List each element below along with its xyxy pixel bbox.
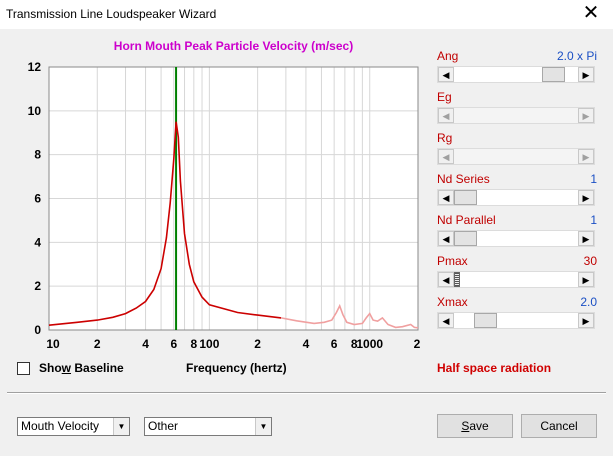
slider-thumb[interactable] <box>474 313 497 328</box>
x-tick-label: 10 <box>46 337 60 351</box>
scroll-left-icon[interactable]: ◀ <box>438 231 454 246</box>
slider-thumb[interactable] <box>454 190 477 205</box>
y-tick-label: 8 <box>34 148 41 162</box>
scroll-right-icon[interactable]: ▶ <box>578 190 594 205</box>
xmax-label: Xmax <box>437 295 468 309</box>
x-tick-label: 8 <box>190 337 197 351</box>
slider-thumb[interactable] <box>454 231 477 246</box>
scroll-left-icon[interactable]: ◀ <box>438 313 454 328</box>
y-tick-label: 4 <box>34 235 41 249</box>
series-line-2 <box>280 303 419 329</box>
nd-parallel-value: 1 <box>590 213 597 227</box>
x-tick-label: 100 <box>199 337 219 351</box>
nd-series-scrollbar[interactable]: ◀ ▶ <box>437 189 595 206</box>
chevron-down-icon[interactable]: ▼ <box>255 418 271 435</box>
separator <box>7 392 606 394</box>
show-baseline-checkbox[interactable] <box>17 362 30 375</box>
scroll-left-icon[interactable]: ◀ <box>438 67 454 82</box>
plot-type-dropdown[interactable]: Mouth Velocity ▼ <box>17 417 130 436</box>
other-dropdown[interactable]: Other ▼ <box>144 417 272 436</box>
nd-parallel-label: Nd Parallel <box>437 213 496 227</box>
scroll-right-icon[interactable]: ▶ <box>578 108 594 123</box>
plot-frame <box>48 66 419 331</box>
nd-series-label: Nd Series <box>437 172 490 186</box>
x-tick-label: 8 <box>351 337 358 351</box>
y-tick-label: 0 <box>34 323 41 337</box>
other-value: Other <box>148 419 179 433</box>
y-tick-label: 12 <box>28 60 42 74</box>
x-tick-label: 4 <box>303 337 310 351</box>
window-title: Transmission Line Loudspeaker Wizard <box>6 7 217 21</box>
y-tick-label: 6 <box>34 192 41 206</box>
x-tick-label: 1000 <box>356 337 383 351</box>
pmax-value: 30 <box>583 254 597 268</box>
slider-thumb[interactable] <box>454 272 460 287</box>
scroll-left-icon[interactable]: ◀ <box>438 190 454 205</box>
scroll-right-icon[interactable]: ▶ <box>578 67 594 82</box>
x-tick-label: 6 <box>170 337 177 351</box>
title-bar: Transmission Line Loudspeaker Wizard ✕ <box>0 0 613 29</box>
y-tick-label: 10 <box>28 104 42 118</box>
chevron-down-icon[interactable]: ▼ <box>113 418 129 435</box>
cancel-button[interactable]: Cancel <box>521 414 597 438</box>
scroll-right-icon[interactable]: ▶ <box>578 231 594 246</box>
scroll-left-icon[interactable]: ◀ <box>438 272 454 287</box>
scroll-right-icon[interactable]: ▶ <box>578 272 594 287</box>
ang-scrollbar[interactable]: ◀ ▶ <box>437 66 595 83</box>
eg-label: Eg <box>437 90 452 104</box>
ang-value: 2.0 x Pi <box>556 49 597 63</box>
xmax-scrollbar[interactable]: ◀ ▶ <box>437 312 595 329</box>
nd-series-value: 1 <box>590 172 597 186</box>
ang-label: Ang <box>437 49 459 63</box>
radiation-status: Half space radiation <box>437 361 552 375</box>
nd-parallel-scrollbar[interactable]: ◀ ▶ <box>437 230 595 247</box>
scroll-left-icon[interactable]: ◀ <box>438 149 454 164</box>
series-line-1 <box>48 121 282 326</box>
scroll-right-icon[interactable]: ▶ <box>578 149 594 164</box>
x-tick-label: 2 <box>414 337 421 351</box>
x-tick-label: 6 <box>331 337 338 351</box>
x-tick-label: 2 <box>94 337 101 351</box>
plot-type-value: Mouth Velocity <box>21 419 100 433</box>
rg-label: Rg <box>437 131 453 145</box>
slider-thumb[interactable] <box>542 67 565 82</box>
pmax-scrollbar[interactable]: ◀ ▶ <box>437 271 595 288</box>
velocity-chart: Horn Mouth Peak Particle Velocity (m/sec… <box>28 39 421 351</box>
xmax-value: 2.0 <box>580 295 597 309</box>
scroll-right-icon[interactable]: ▶ <box>578 313 594 328</box>
eg-scrollbar[interactable]: ◀ ▶ <box>437 107 595 124</box>
y-tick-label: 2 <box>34 279 41 293</box>
save-button[interactable]: Save <box>437 414 513 438</box>
x-tick-label: 2 <box>254 337 261 351</box>
pmax-label: Pmax <box>437 254 468 268</box>
rg-scrollbar[interactable]: ◀ ▶ <box>437 148 595 165</box>
show-baseline-label[interactable]: Show Baseline <box>39 361 124 375</box>
scroll-left-icon[interactable]: ◀ <box>438 108 454 123</box>
x-tick-label: 4 <box>142 337 149 351</box>
close-icon[interactable]: ✕ <box>582 2 600 24</box>
x-axis-label: Frequency (hertz) <box>186 361 287 375</box>
chart-title: Horn Mouth Peak Particle Velocity (m/sec… <box>114 39 353 53</box>
